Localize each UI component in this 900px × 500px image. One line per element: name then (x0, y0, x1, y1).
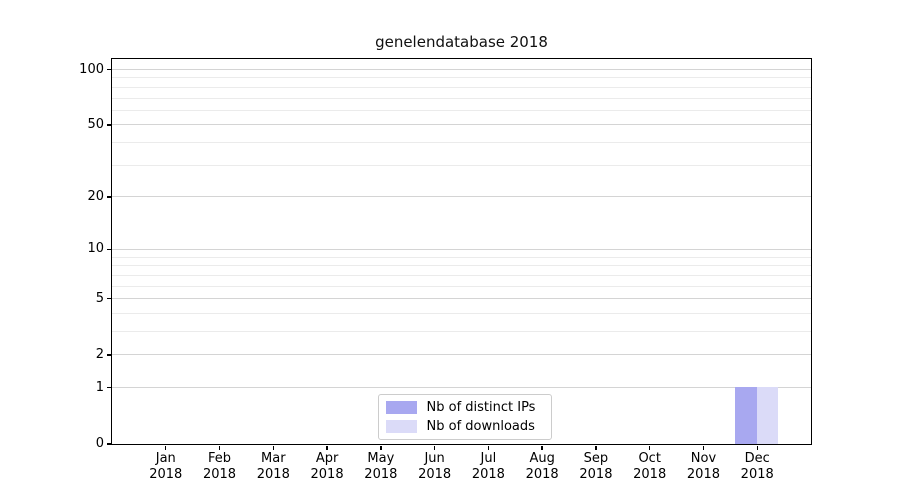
y-gridline-minor (111, 312, 811, 314)
y-gridline-minor (111, 142, 811, 144)
x-tick-label-year: 2018 (202, 467, 237, 482)
legend-label-distinct-ips: Nb of distinct IPs (426, 399, 536, 415)
legend-swatch-distinct-ips-icon (385, 400, 417, 414)
bar-nb-of-distinct-ips-dec (735, 387, 757, 444)
y-tick-label: 2 (95, 346, 104, 362)
x-tick-label-year: 2018 (256, 467, 290, 482)
x-tick-label: Aug 2018 (510, 451, 574, 483)
y-gridline-major (111, 196, 811, 198)
y-gridline-minor (111, 164, 811, 166)
y-tick-mark (106, 443, 111, 445)
legend-label-downloads: Nb of downloads (426, 418, 535, 434)
x-tick-label-month: Nov (690, 451, 717, 466)
x-tick-label-year: 2018 (310, 467, 344, 482)
y-tick-mark (106, 196, 111, 198)
y-gridline-minor (111, 265, 811, 267)
y-gridline-major (111, 387, 811, 389)
y-tick-label: 10 (87, 241, 104, 257)
x-tick-mark (648, 445, 651, 450)
x-tick-label-month: Mar (261, 451, 286, 466)
x-tick-label-month: Jul (480, 451, 497, 466)
y-tick-mark (106, 248, 111, 251)
y-gridline-major (111, 124, 811, 126)
y-gridline-minor (111, 86, 811, 88)
x-tick-label-month: Feb (208, 451, 232, 466)
y-gridline-minor (111, 97, 811, 99)
x-tick-label-year: 2018 (740, 467, 774, 482)
x-tick-label: Nov 2018 (671, 451, 735, 483)
y-gridline-major (111, 298, 811, 300)
legend-item-distinct-ips: Nb of distinct IPs (385, 399, 551, 415)
x-tick-label-month: Jan (155, 451, 176, 466)
y-tick-label: 100 (79, 61, 104, 77)
x-tick-label: Apr 2018 (295, 451, 359, 483)
y-tick-mark (106, 124, 111, 126)
y-tick-mark (106, 297, 111, 300)
chart-title: genelendatabase 2018 (375, 33, 548, 51)
x-tick-mark (272, 445, 274, 450)
x-tick-label: Jan 2018 (134, 451, 198, 483)
legend-swatch-downloads-icon (385, 419, 417, 433)
y-tick-label: 20 (87, 188, 104, 204)
x-tick-label-month: Oct (638, 451, 661, 466)
x-tick-label: Feb 2018 (188, 451, 252, 483)
x-tick-mark (433, 445, 436, 450)
x-tick-mark (541, 445, 543, 450)
y-gridline-major (111, 354, 811, 356)
y-tick-label: 1 (95, 379, 104, 395)
x-tick-mark (380, 445, 382, 450)
y-gridline-major (111, 248, 811, 250)
y-gridline-minor (111, 274, 811, 276)
x-tick-mark (326, 445, 328, 450)
x-tick-label-month: Sep (583, 451, 609, 466)
x-tick-label: Mar 2018 (241, 451, 305, 483)
x-tick-label: Jun 2018 (403, 451, 467, 483)
y-gridline-minor (111, 109, 811, 111)
y-tick-label: 5 (95, 290, 104, 306)
y-gridline-minor (111, 285, 811, 287)
legend: Nb of distinct IPs Nb of downloads (377, 393, 552, 440)
x-tick-label-month: Jun (424, 451, 445, 466)
x-tick-label: Oct 2018 (618, 451, 682, 483)
x-tick-label-year: 2018 (471, 467, 505, 482)
x-tick-mark (595, 445, 597, 450)
x-tick-label-year: 2018 (149, 467, 183, 482)
x-tick-label: Dec 2018 (725, 451, 789, 483)
y-tick-mark (106, 68, 111, 71)
x-tick-label: Sep 2018 (564, 451, 628, 483)
x-tick-mark (165, 445, 167, 450)
x-tick-label-month: Dec (744, 451, 770, 466)
x-tick-mark (756, 445, 758, 450)
plot-area: Nb of distinct IPs Nb of downloads (110, 57, 812, 445)
y-gridline-major (111, 69, 811, 71)
y-gridline-minor (111, 77, 811, 79)
x-tick-label-year: 2018 (418, 467, 452, 482)
y-tick-label: 50 (87, 116, 104, 132)
x-tick-mark (218, 445, 221, 450)
y-gridline-minor (111, 331, 811, 333)
x-tick-label-year: 2018 (633, 467, 667, 482)
x-tick-label: May 2018 (349, 451, 413, 483)
x-tick-mark (702, 445, 705, 450)
x-tick-label: Jul 2018 (456, 451, 520, 483)
x-tick-label-year: 2018 (525, 467, 559, 482)
x-tick-label-month: Apr (315, 451, 339, 466)
x-tick-label-year: 2018 (364, 467, 398, 482)
legend-item-downloads: Nb of downloads (385, 418, 551, 434)
x-tick-label-month: May (367, 451, 395, 466)
y-tick-mark (106, 387, 111, 389)
x-tick-label-month: Aug (529, 451, 555, 466)
x-tick-mark (487, 445, 490, 450)
y-tick-mark (106, 354, 111, 356)
y-tick-label: 0 (95, 436, 104, 451)
x-tick-label-year: 2018 (686, 467, 720, 482)
bar-nb-of-downloads-dec (756, 387, 779, 444)
y-gridline-minor (111, 256, 811, 258)
x-tick-label-year: 2018 (579, 467, 613, 482)
